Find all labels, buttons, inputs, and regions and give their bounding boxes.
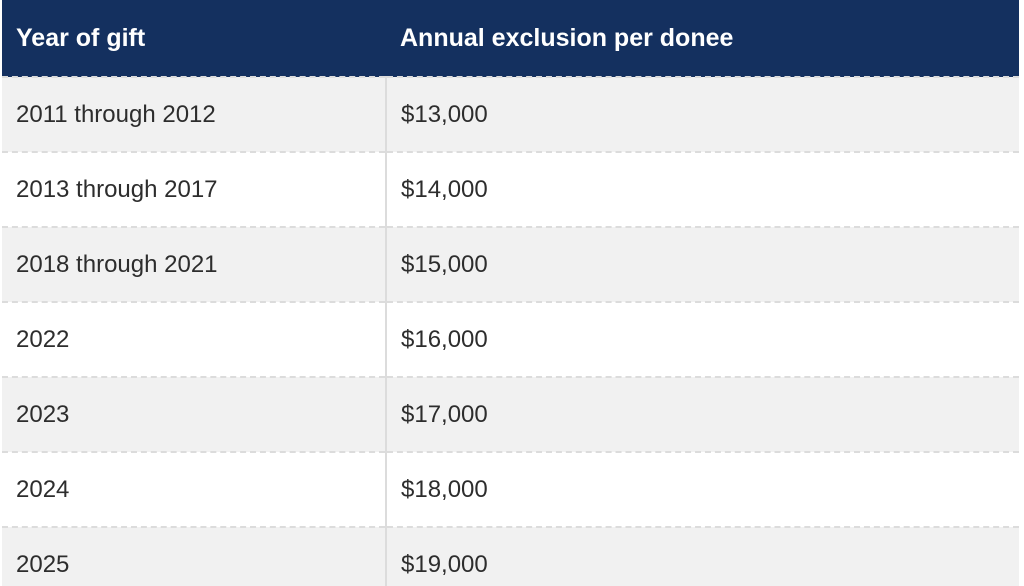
table-row: 2018 through 2021 $15,000 [2,227,1019,302]
amount-cell: $19,000 [401,550,488,578]
table-row: 2025 $19,000 [2,527,1019,586]
amount-cell: $15,000 [401,250,488,278]
table-body: 2011 through 2012 $13,000 2013 through 2… [2,77,1019,586]
amount-cell: $18,000 [401,475,488,503]
amount-cell: $17,000 [401,400,488,428]
table-row: 2013 through 2017 $14,000 [2,152,1019,227]
table-row: 2024 $18,000 [2,452,1019,527]
amount-cell: $13,000 [401,100,488,128]
amount-cell: $14,000 [401,175,488,203]
table-row: 2023 $17,000 [2,377,1019,452]
year-cell: 2011 through 2012 [2,77,387,152]
year-cell: 2024 [2,452,387,527]
year-cell: 2023 [2,377,387,452]
table-row: 2011 through 2012 $13,000 [2,77,1019,152]
year-cell: 2018 through 2021 [2,227,387,302]
header-annual-exclusion: Annual exclusion per donee [386,0,1019,77]
year-cell: 2022 [2,302,387,377]
header-row: Year of gift Annual exclusion per donee [2,0,1019,77]
header-year-of-gift: Year of gift [2,0,386,77]
table-header: Year of gift Annual exclusion per donee [2,0,1019,77]
year-cell: 2025 [2,527,387,586]
amount-cell: $16,000 [401,325,488,353]
year-cell: 2013 through 2017 [2,152,387,227]
table-row: 2022 $16,000 [2,302,1019,377]
